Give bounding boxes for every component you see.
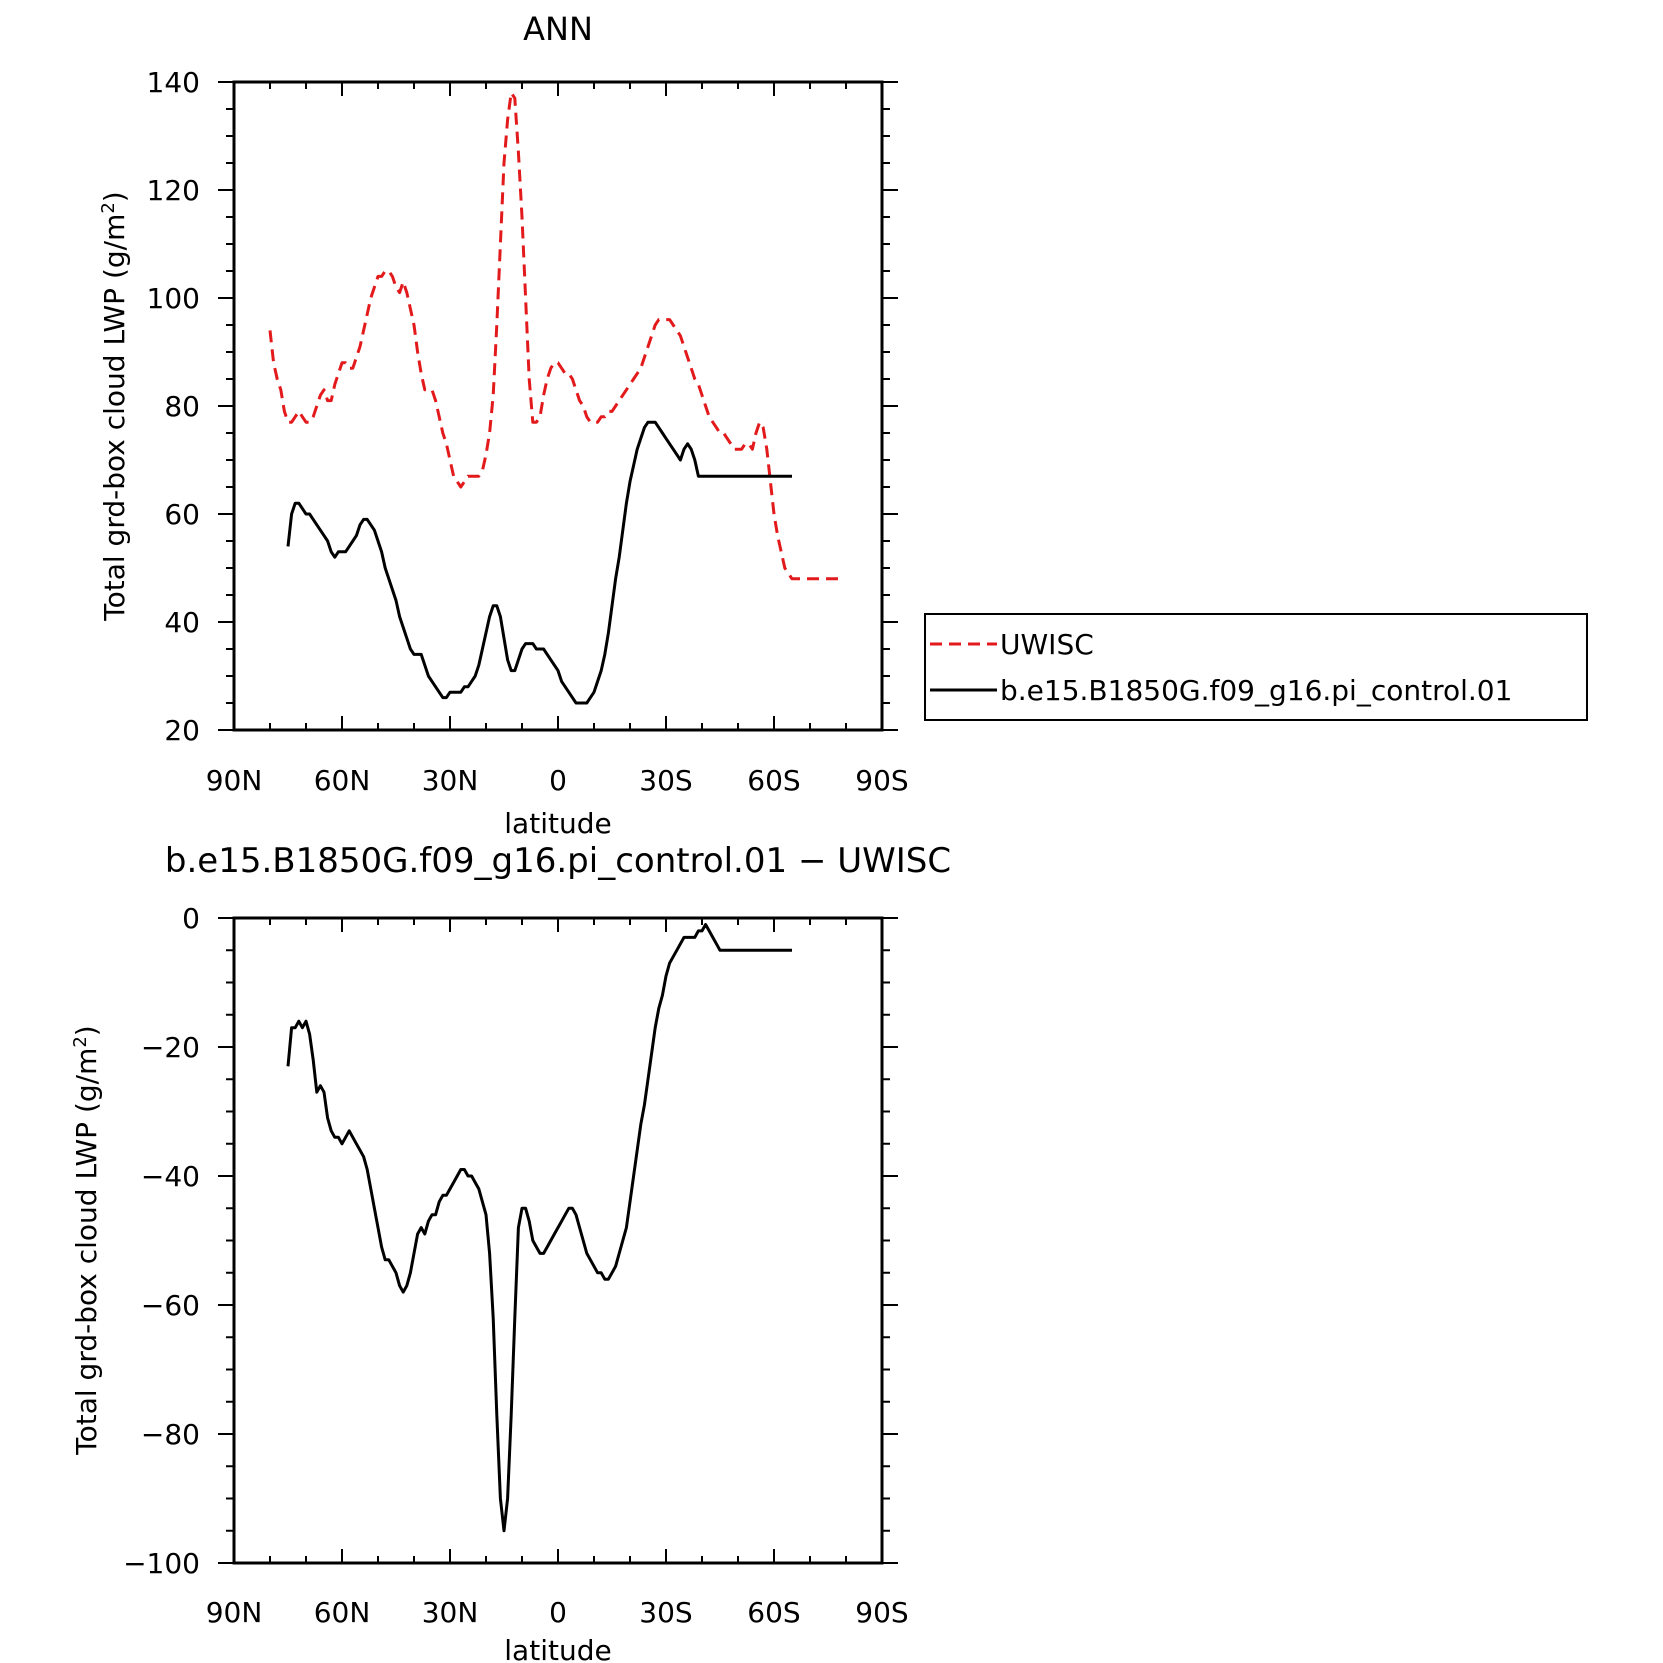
- bottom-ytick-label: −40: [141, 1160, 200, 1193]
- legend-label-uwisc: UWISC: [1000, 628, 1094, 661]
- top-series-line-model: [286, 420, 792, 705]
- legend-box: [924, 613, 1588, 721]
- top-series-line-uwisc: [268, 91, 839, 581]
- bottom-ytick-label: −60: [141, 1289, 200, 1322]
- top-ytick-label: 80: [164, 390, 200, 423]
- top-xtick-label: 90N: [206, 764, 263, 797]
- bottom-ytick-label: −20: [141, 1031, 200, 1064]
- legend: UWISC b.e15.B1850G.f09_g16.pi_control.01: [924, 613, 1588, 721]
- bottom-title: b.e15.B1850G.f09_g16.pi_control.01 − UWI…: [165, 841, 951, 881]
- top-xtick-label: 60N: [314, 764, 371, 797]
- bottom-xtick-label: 90N: [206, 1596, 263, 1629]
- bottom-y-axis-label: Total grd-box cloud LWP (g/m2): [70, 1025, 103, 1456]
- bottom-series-line-model: [286, 923, 792, 1533]
- top-xtick-label: 30S: [639, 764, 692, 797]
- top-y-tick-labels: 20 40 60 80 100 120 140: [147, 66, 200, 747]
- bottom-xtick-label: 0: [549, 1596, 567, 1629]
- bottom-ytick-label: −100: [123, 1547, 200, 1580]
- bottom-ytick-label: 0: [182, 902, 200, 935]
- bottom-x-axis-label: latitude: [504, 1634, 611, 1663]
- top-ytick-label: 100: [147, 282, 200, 315]
- bottom-xtick-label: 30N: [422, 1596, 479, 1629]
- top-plot-frame: [232, 80, 884, 732]
- bottom-ytick-label: −80: [141, 1418, 200, 1451]
- top-axis-ticks: [218, 81, 898, 731]
- bottom-xtick-label: 60S: [747, 1596, 800, 1629]
- top-x-tick-labels: 90N 60N 30N 0 30S 60S 90S: [206, 764, 909, 797]
- top-ytick-label: 140: [147, 66, 200, 99]
- bottom-plot-frame: [232, 916, 884, 1565]
- top-x-axis-label: latitude: [504, 807, 611, 840]
- top-xtick-label: 60S: [747, 764, 800, 797]
- bottom-axis-ticks: [218, 917, 898, 1564]
- top-panel: ANN 90N 60N 30N 0 30S 60S 90S 20 40 60 8…: [98, 10, 1588, 840]
- bottom-xtick-label: 30S: [639, 1596, 692, 1629]
- top-xtick-label: 30N: [422, 764, 479, 797]
- top-ytick-label: 40: [164, 606, 200, 639]
- top-xtick-label: 90S: [855, 764, 908, 797]
- top-xtick-label: 0: [549, 764, 567, 797]
- legend-label-model: b.e15.B1850G.f09_g16.pi_control.01: [1000, 674, 1512, 707]
- bottom-xtick-label: 90S: [855, 1596, 908, 1629]
- top-ytick-label: 120: [147, 174, 200, 207]
- bottom-x-tick-labels: 90N 60N 30N 0 30S 60S 90S: [206, 1596, 909, 1629]
- top-ytick-label: 20: [164, 714, 200, 747]
- top-title: ANN: [523, 10, 593, 48]
- bottom-y-tick-labels: −100 −80 −60 −40 −20 0: [123, 902, 200, 1580]
- bottom-panel: b.e15.B1850G.f09_g16.pi_control.01 − UWI…: [70, 841, 951, 1663]
- top-ytick-label: 60: [164, 498, 200, 531]
- top-y-axis-label: Total grd-box cloud LWP (g/m2): [98, 191, 131, 622]
- bottom-xtick-label: 60N: [314, 1596, 371, 1629]
- bottom-series-lines: [286, 923, 792, 1533]
- top-series-lines: [268, 91, 839, 705]
